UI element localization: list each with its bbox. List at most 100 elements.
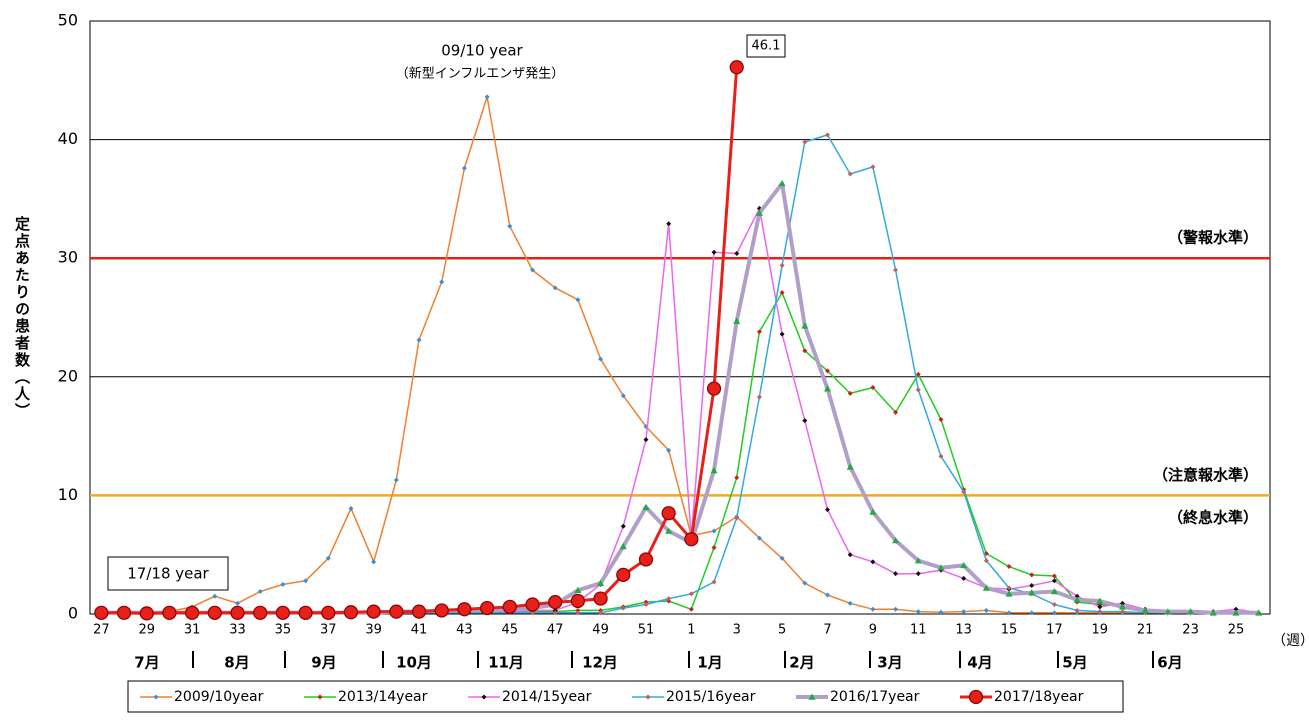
marker [802,418,808,424]
marker [507,223,513,229]
marker [116,605,132,620]
marker [847,390,853,396]
marker [1233,606,1239,612]
marker [1096,597,1104,604]
marker [502,599,517,614]
marker [185,605,200,620]
month-label: 6月 [1157,654,1182,672]
marker [253,605,268,620]
marker [1051,602,1057,608]
marker [598,356,604,362]
series-line [101,181,1259,615]
y-tick-label: 30 [58,248,78,267]
marker [371,559,377,565]
marker [869,508,877,515]
marker [711,249,717,255]
legend-marker [968,689,984,705]
x-tick-label: 37 [320,623,337,638]
y-tick-label: 0 [68,604,78,623]
marker [688,606,694,612]
marker [961,609,967,615]
marker [139,606,154,621]
marker [729,60,744,75]
marker [801,322,809,329]
marker [915,609,921,615]
x-tick-label: 31 [184,623,201,638]
marker [280,581,286,587]
marker [825,132,830,138]
marker [343,605,359,620]
month-label: 5月 [1062,654,1087,672]
y-tick-label: 50 [58,11,78,30]
marker [212,593,218,599]
y-tick-label: 20 [58,366,78,385]
marker [779,555,785,561]
marker [620,523,626,529]
marker [915,371,921,377]
x-tick-label: 41 [411,623,428,638]
legend-box [127,680,1124,713]
marker [847,600,853,606]
marker [484,94,490,100]
reference-label: （注意報水準） [1153,466,1258,484]
marker [94,605,109,620]
marker [575,297,581,303]
marker [688,591,694,597]
marker [235,600,240,606]
marker [348,505,354,511]
marker [734,475,740,481]
marker [616,567,631,582]
marker [619,542,627,550]
marker [1141,606,1149,614]
legend-label: 2017/18year [994,689,1084,705]
marker [938,453,944,459]
marker [552,285,558,291]
marker [1073,596,1081,603]
marker [915,571,921,577]
marker [937,564,945,571]
marker [960,561,968,569]
y-tick-label: 10 [58,485,78,504]
series-line [101,207,1259,614]
marker [303,578,309,584]
annotation: 17/18 year [127,565,209,583]
marker [1051,610,1057,616]
month-label: 11月 [488,654,524,672]
marker [434,603,449,618]
marker [1255,609,1263,616]
marker [802,139,808,145]
marker [1050,587,1058,595]
marker [779,290,785,296]
legend-label: 2009/10year [174,689,264,705]
y-tick-label: 40 [58,129,78,148]
marker [620,393,626,399]
annotation-box [107,556,229,591]
x-tick-label: 29 [138,623,155,638]
marker [570,593,585,609]
x-tick-label: 7 [823,623,831,638]
marker [779,331,785,337]
legend-label: 2013/14year [338,689,428,705]
marker [824,385,831,392]
marker [870,606,876,612]
marker [710,466,718,474]
marker [593,591,608,606]
x-tick-label: 47 [547,623,564,638]
marker [802,580,808,586]
marker [416,337,422,343]
marker [755,209,763,216]
x-tick-label: 25 [1228,623,1245,638]
month-label: 10月 [396,654,432,672]
marker [983,607,989,613]
data-label: 46.1 [752,39,781,54]
marker [734,515,740,521]
month-label: 8月 [224,654,249,672]
marker [638,552,654,567]
marker [480,600,495,616]
month-label: 3月 [877,654,902,672]
marker [574,586,582,594]
marker [530,610,535,616]
x-tick-label: 33 [229,623,246,638]
annotation: （終息水準） [1168,509,1258,527]
marker [457,602,472,617]
